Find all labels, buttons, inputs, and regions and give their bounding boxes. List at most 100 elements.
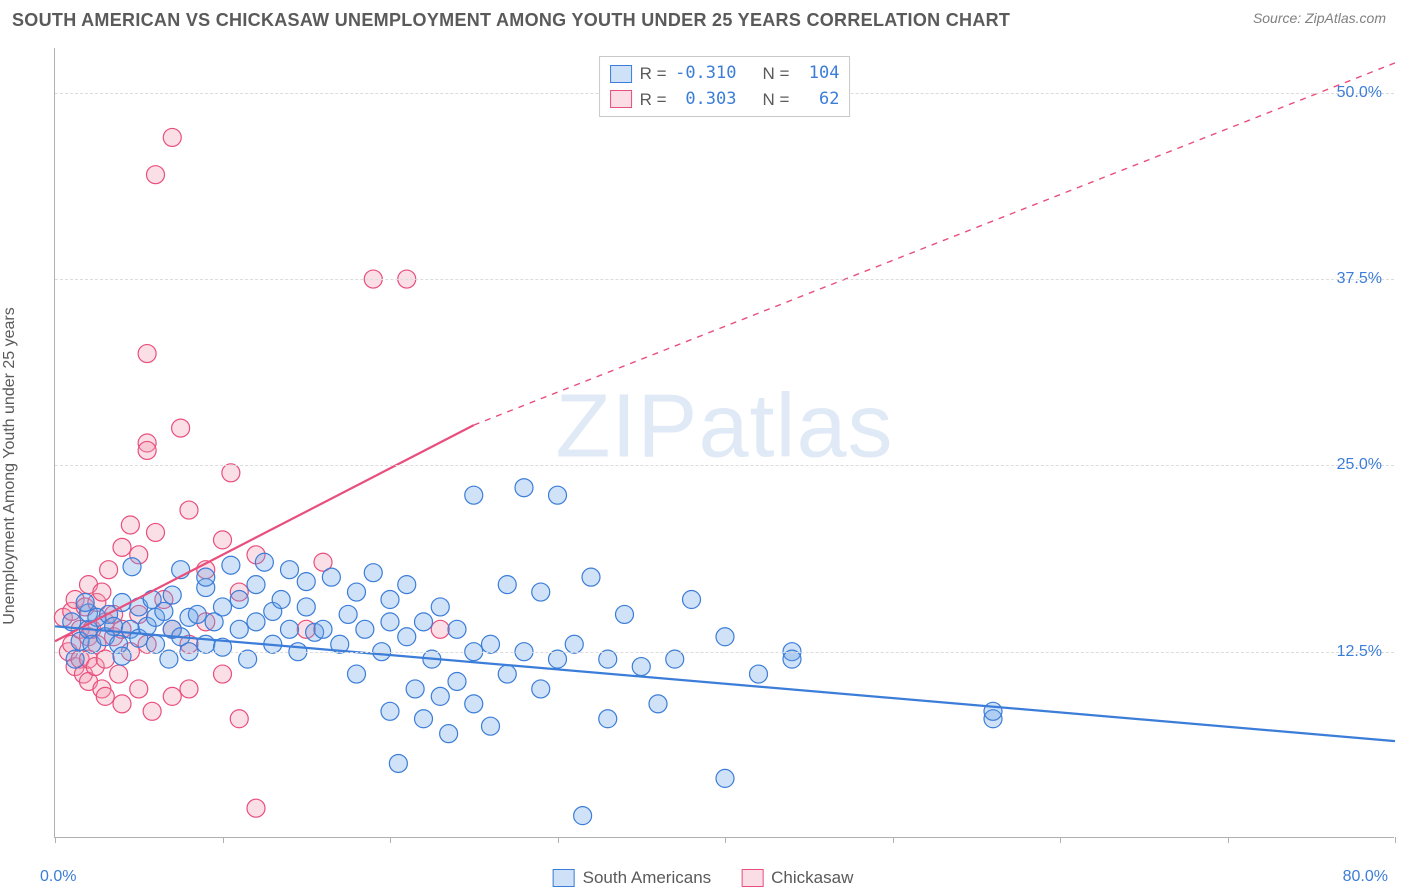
x-tick: [55, 837, 56, 843]
chickasaw-point: [96, 687, 114, 705]
r-label: R =: [640, 87, 667, 113]
x-tick: [1228, 837, 1229, 843]
south_americans-point: [163, 586, 181, 604]
south_americans-point: [515, 479, 533, 497]
chickasaw-point: [138, 441, 156, 459]
gridline: [55, 465, 1394, 466]
series-legend: South Americans Chickasaw: [553, 868, 854, 888]
south_americans-point: [255, 553, 273, 571]
source-attribution: Source: ZipAtlas.com: [1253, 10, 1386, 26]
chickasaw-point: [180, 501, 198, 519]
south_americans-point: [147, 635, 165, 653]
chickasaw-point: [172, 419, 190, 437]
south_americans-point: [482, 717, 500, 735]
south_americans-point: [214, 598, 232, 616]
south_americans-point: [247, 613, 265, 631]
chickasaw-point: [138, 345, 156, 363]
stats-legend: R =-0.310N =104R =0.303N =62: [599, 56, 851, 117]
south_americans-point: [197, 568, 215, 586]
y-axis-title: Unemployment Among Youth under 25 years: [1, 307, 19, 625]
south_americans-point: [272, 591, 290, 609]
south_americans-point: [465, 486, 483, 504]
chickasaw-point: [163, 128, 181, 146]
south_americans-point: [406, 680, 424, 698]
chickasaw-trendline-dashed: [474, 63, 1395, 425]
stats-row: R = 0.303 N = 62: [610, 87, 840, 113]
south_americans-point: [498, 665, 516, 683]
south_americans-point: [123, 558, 141, 576]
south_americans-point: [76, 593, 94, 611]
south_americans-point: [348, 583, 366, 601]
r-value: 0.303: [675, 87, 737, 113]
chickasaw-point: [214, 665, 232, 683]
south_americans-point: [783, 650, 801, 668]
n-value: 62: [797, 87, 839, 113]
south_americans-point: [683, 591, 701, 609]
x-tick: [390, 837, 391, 843]
scatter-svg: [55, 48, 1394, 837]
south_americans-point: [66, 650, 84, 668]
south_americans-point: [599, 650, 617, 668]
south_americans-point: [448, 672, 466, 690]
x-axis-start-label: 0.0%: [40, 868, 76, 886]
legend-swatch: [610, 90, 632, 108]
chickasaw-point: [121, 516, 139, 534]
chickasaw-point: [214, 531, 232, 549]
x-tick: [1060, 837, 1061, 843]
chickasaw-point: [431, 620, 449, 638]
n-label: N =: [763, 61, 790, 87]
south_americans-point: [431, 598, 449, 616]
south_americans-point: [113, 647, 131, 665]
chickasaw-point: [147, 166, 165, 184]
correlation-chart: Unemployment Among Youth under 25 years …: [0, 40, 1406, 892]
south_americans-point: [549, 650, 567, 668]
south_americans-point: [281, 561, 299, 579]
south_americans-point: [297, 598, 315, 616]
stats-row: R =-0.310N =104: [610, 61, 840, 87]
south_americans-point: [415, 710, 433, 728]
south_americans-point: [381, 591, 399, 609]
x-tick: [725, 837, 726, 843]
south_americans-point: [616, 605, 634, 623]
south_americans-point: [750, 665, 768, 683]
south_americans-point: [649, 695, 667, 713]
chickasaw-point: [100, 561, 118, 579]
r-label: R =: [640, 61, 667, 87]
chickasaw-point: [113, 538, 131, 556]
south_americans-point: [582, 568, 600, 586]
south_americans-point: [364, 564, 382, 582]
south_americans-point: [322, 568, 340, 586]
south_americans-point: [482, 635, 500, 653]
south_americans-point: [230, 591, 248, 609]
south_americans-point: [230, 620, 248, 638]
y-tick-label: 37.5%: [1337, 270, 1382, 288]
y-tick-label: 12.5%: [1337, 643, 1382, 661]
n-value: 104: [797, 61, 839, 87]
south_americans-point: [574, 807, 592, 825]
chickasaw-point: [96, 650, 114, 668]
chickasaw-point: [110, 665, 128, 683]
south_americans-point: [632, 658, 650, 676]
n-label: N =: [763, 87, 790, 113]
legend-label: Chickasaw: [771, 868, 853, 888]
south_americans-point: [160, 650, 178, 668]
plot-area: ZIPatlas 12.5%25.0%37.5%50.0% R =-0.310N…: [54, 48, 1394, 838]
x-tick: [223, 837, 224, 843]
legend-swatch: [741, 869, 763, 887]
south_americans-point: [532, 680, 550, 698]
legend-label: South Americans: [583, 868, 712, 888]
south_americans-point: [188, 605, 206, 623]
chickasaw-point: [113, 695, 131, 713]
south_americans-point: [565, 635, 583, 653]
south_americans-point: [984, 702, 1002, 720]
south_americans-point: [431, 687, 449, 705]
chickasaw-point: [247, 799, 265, 817]
legend-swatch: [610, 65, 632, 83]
gridline: [55, 279, 1394, 280]
south_americans-point: [348, 665, 366, 683]
y-tick-label: 25.0%: [1337, 456, 1382, 474]
x-tick: [1395, 837, 1396, 843]
south_americans-point: [281, 620, 299, 638]
chart-title: SOUTH AMERICAN VS CHICKASAW UNEMPLOYMENT…: [12, 10, 1010, 31]
south_americans-point: [465, 695, 483, 713]
